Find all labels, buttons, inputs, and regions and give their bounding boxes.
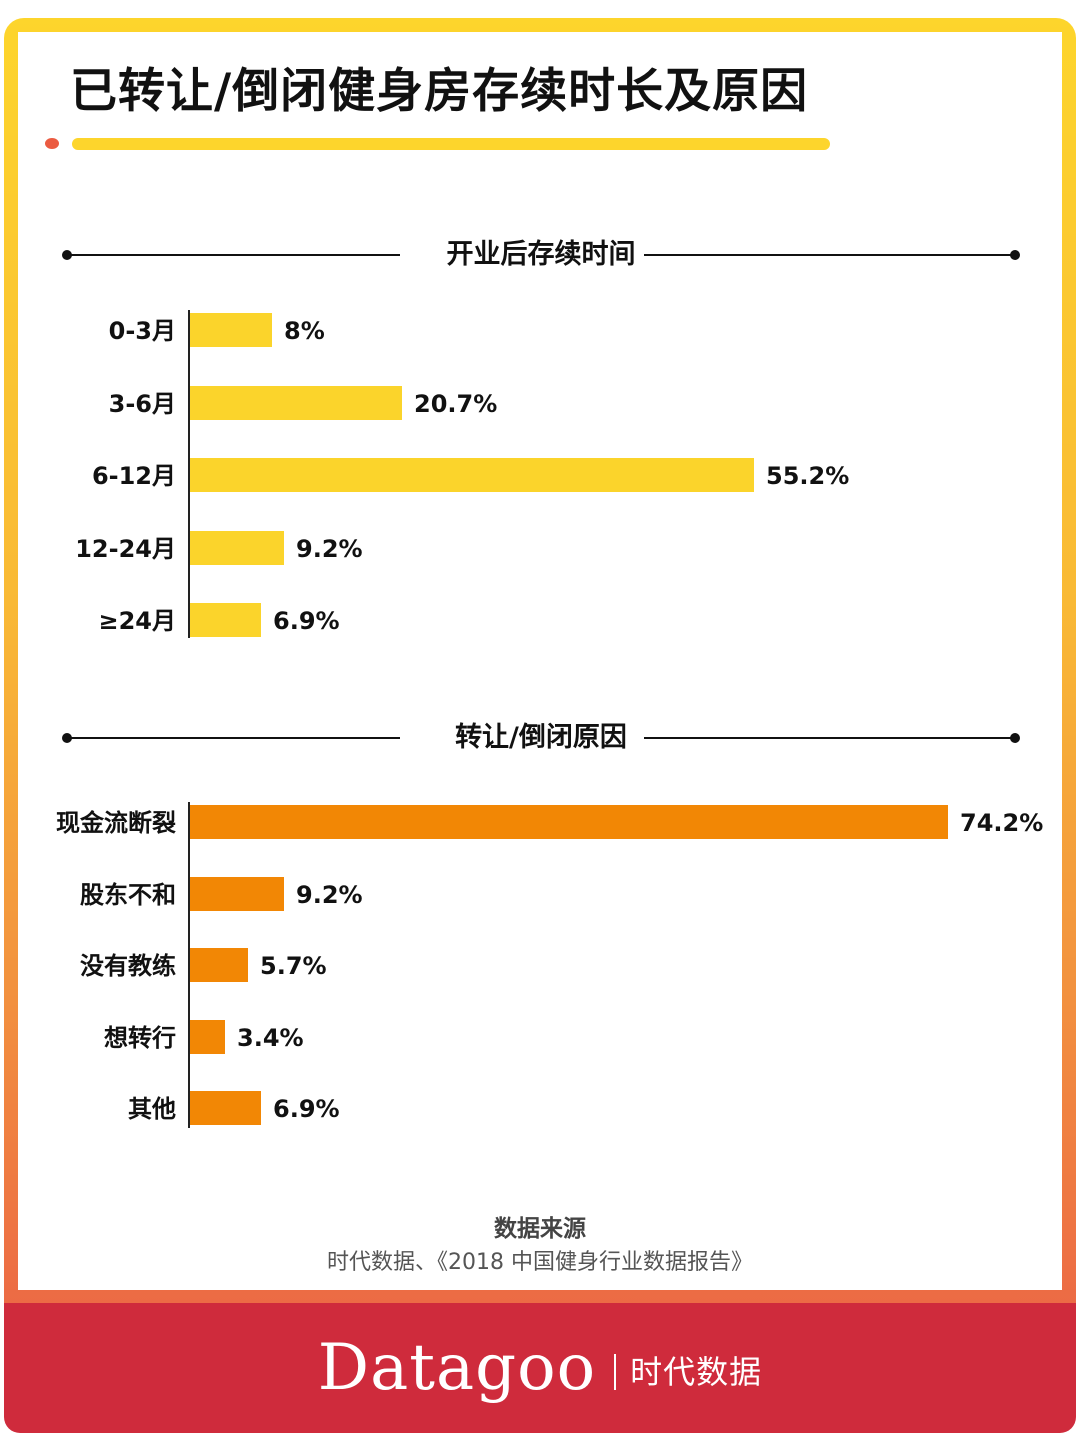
y-axis-line — [188, 310, 190, 638]
value-label: 20.7% — [414, 390, 498, 418]
section-heading-reason: 转让/倒闭原因 — [62, 718, 1020, 758]
category-label: 0-3月 — [108, 317, 176, 345]
bar — [190, 948, 248, 982]
bar-row: 6-12月 55.2% — [0, 458, 1080, 492]
bar — [190, 386, 402, 420]
bar — [190, 603, 261, 637]
content-panel — [18, 32, 1062, 1290]
divider-line-left — [66, 254, 400, 256]
source-heading: 数据来源 — [494, 1216, 586, 1242]
category-label: 想转行 — [104, 1024, 176, 1052]
bar-row: 3-6月 20.7% — [0, 386, 1080, 420]
bar — [190, 805, 948, 839]
bar — [190, 313, 272, 347]
bar — [190, 458, 754, 492]
category-label: 没有教练 — [80, 952, 176, 980]
footer-band — [4, 1303, 1076, 1433]
bar — [190, 1091, 261, 1125]
bar-row: 0-3月 8% — [0, 313, 1080, 347]
brand-name-en: Datagoo — [317, 1331, 597, 1405]
category-label: ≥24月 — [98, 607, 176, 635]
source-text: 时代数据、《2018 中国健身行业数据报告》 — [327, 1250, 753, 1275]
page-title: 已转让/倒闭健身房存续时长及原因 — [70, 64, 809, 119]
value-label: 8% — [284, 317, 325, 345]
category-label: 现金流断裂 — [56, 809, 176, 837]
brand-name-cn: 时代数据 — [630, 1353, 763, 1391]
section-title: 开业后存续时间 — [446, 239, 636, 270]
divider-dot-right — [1010, 733, 1020, 743]
bar-row: 现金流断裂 74.2% — [0, 805, 1080, 839]
value-label: 6.9% — [273, 607, 340, 635]
y-axis-line — [188, 802, 190, 1128]
divider-line-right — [644, 737, 1014, 739]
value-label: 6.9% — [273, 1095, 340, 1123]
bar-row: 其他 6.9% — [0, 1091, 1080, 1125]
value-label: 9.2% — [296, 535, 363, 563]
value-label: 9.2% — [296, 881, 363, 909]
bar — [190, 1020, 225, 1054]
value-label: 3.4% — [237, 1024, 304, 1052]
brand-logo: Datagoo 时代数据 — [0, 1318, 1080, 1418]
category-label: 股东不和 — [80, 881, 176, 909]
category-label: 3-6月 — [108, 390, 176, 418]
bar-row: 想转行 3.4% — [0, 1020, 1080, 1054]
bar-row: ≥24月 6.9% — [0, 603, 1080, 637]
value-label: 5.7% — [260, 952, 327, 980]
brand-separator — [614, 1354, 617, 1390]
bar-row: 12-24月 9.2% — [0, 531, 1080, 565]
category-label: 其他 — [128, 1095, 176, 1123]
bar-row: 没有教练 5.7% — [0, 948, 1080, 982]
value-label: 55.2% — [766, 462, 850, 490]
bar — [190, 531, 284, 565]
divider-line-right — [644, 254, 1014, 256]
section-heading-duration: 开业后存续时间 — [62, 235, 1020, 275]
value-label: 74.2% — [960, 809, 1044, 837]
section-title: 转让/倒闭原因 — [455, 722, 627, 753]
category-label: 6-12月 — [91, 462, 176, 490]
title-accent-dot — [45, 138, 59, 149]
category-label: 12-24月 — [75, 535, 176, 563]
bar — [190, 877, 284, 911]
title-underline — [72, 138, 830, 150]
bar-row: 股东不和 9.2% — [0, 877, 1080, 911]
divider-line-left — [66, 737, 400, 739]
divider-dot-right — [1010, 250, 1020, 260]
